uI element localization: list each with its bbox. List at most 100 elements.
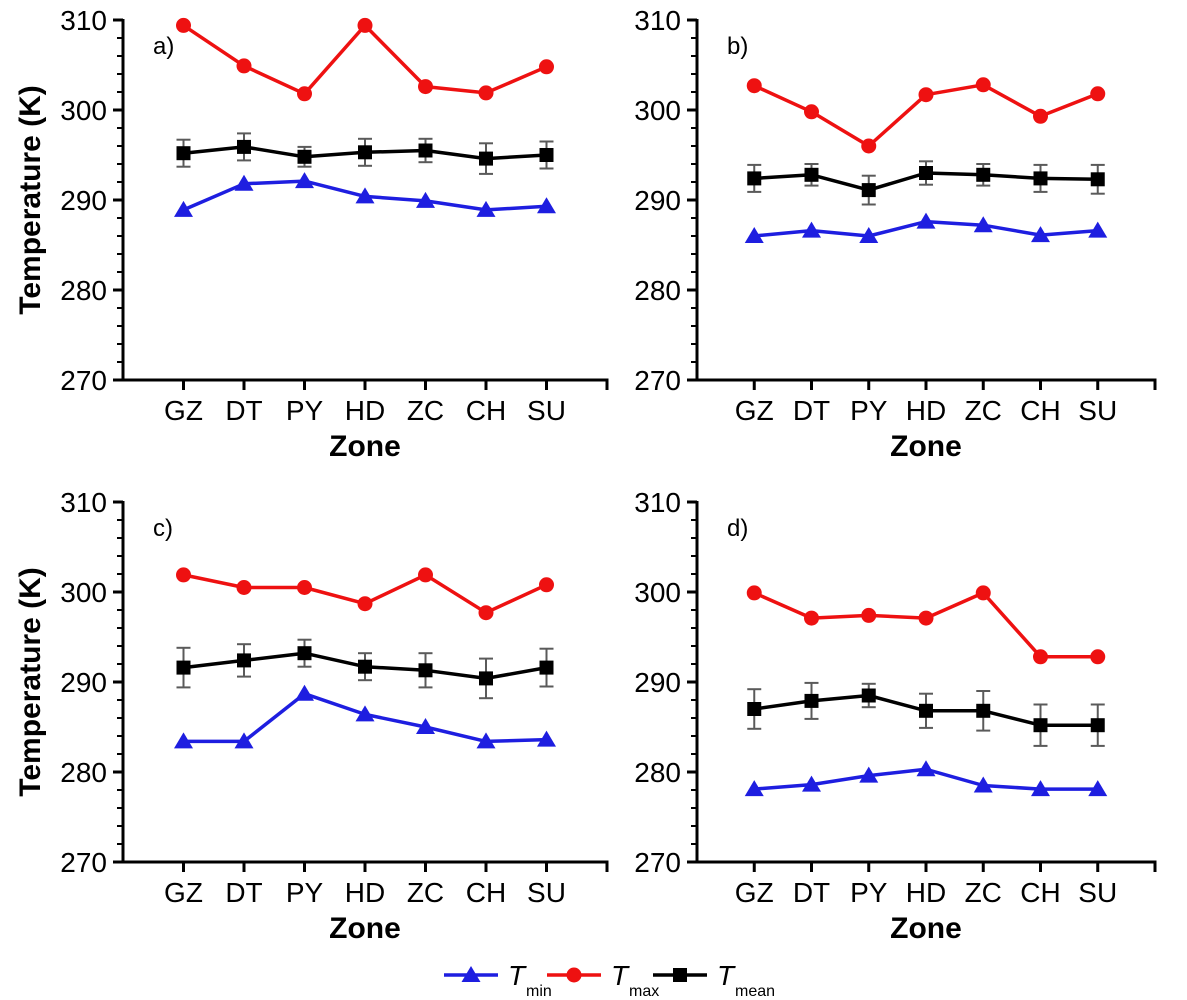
tmax-marker-PY xyxy=(297,580,312,595)
tmin-marker-PY xyxy=(859,227,879,243)
tmax-marker-HD xyxy=(918,87,934,103)
y-tick-label: 300 xyxy=(60,577,107,608)
x-tick-label: PY xyxy=(286,395,324,426)
tmean-marker-PY xyxy=(861,183,876,198)
tmax-marker-ZC xyxy=(418,567,433,583)
panel-c: 270 280 290 300 310 GZ DT PY HD ZC CH SU Zone Tempera… xyxy=(14,487,609,945)
tmin-marker-HD xyxy=(916,760,936,777)
x-axis-title: Zone xyxy=(329,430,401,463)
tmean-marker-PY xyxy=(297,646,312,661)
tmean-marker-SU xyxy=(1090,718,1105,733)
x-axis-title: Zone xyxy=(890,430,962,463)
tmean-marker-ZC xyxy=(418,143,433,158)
tmean-marker-CH xyxy=(1033,171,1048,186)
x-tick-label: HD xyxy=(345,395,385,426)
tmean-marker-SU xyxy=(539,660,554,675)
tmean-marker-CH xyxy=(479,671,493,686)
legend-tmax-marker xyxy=(566,967,582,983)
tmax-marker-PY xyxy=(297,86,312,102)
panel-b: 270 280 290 300 310 GZ DT PY HD ZC CH SU Zone b) xyxy=(634,5,1157,463)
y-tick-label: 290 xyxy=(634,667,681,698)
tmax-marker-SU xyxy=(1090,649,1106,665)
tmean-marker-DT xyxy=(237,139,251,154)
x-tick-label: SU xyxy=(527,877,566,908)
tmax-marker-ZC xyxy=(975,77,991,93)
y-tick-label: 270 xyxy=(634,365,681,396)
tmean-marker-GZ xyxy=(176,660,191,675)
y-tick-label: 300 xyxy=(634,95,681,126)
tmax-marker-ZC xyxy=(418,79,433,95)
panel-d: 270 280 290 300 310 GZ DT PY HD ZC CH SU Zone d) xyxy=(634,487,1157,945)
x-tick-label: PY xyxy=(850,877,888,908)
y-tick-label: 280 xyxy=(634,275,681,306)
tmean-marker-ZC xyxy=(976,167,991,182)
x-tick-label: DT xyxy=(793,395,830,426)
tmax-marker-CH xyxy=(478,605,494,621)
tmean-marker-ZC xyxy=(976,703,991,718)
tmin-marker-GZ xyxy=(174,200,193,217)
tmax-marker-PY xyxy=(861,607,877,623)
legend-label: T xyxy=(717,960,736,991)
legend-label-subscript: min xyxy=(526,983,552,1000)
tmean-marker-PY xyxy=(861,688,876,703)
tmax-marker-CH xyxy=(478,85,494,101)
tmin-marker-HD xyxy=(355,187,375,204)
x-tick-label: SU xyxy=(1078,877,1117,908)
tmax-marker-SU xyxy=(539,577,554,593)
y-tick-label: 270 xyxy=(60,847,107,878)
tmin-marker-PY xyxy=(295,172,314,189)
y-tick-label: 290 xyxy=(634,185,681,216)
tmax-marker-DT xyxy=(804,610,819,626)
y-axis-title: Temperature (K) xyxy=(14,85,47,314)
x-tick-label: CH xyxy=(1020,395,1060,426)
x-tick-label: SU xyxy=(1078,395,1117,426)
tmax-marker-PY xyxy=(861,138,877,154)
x-tick-label: ZC xyxy=(965,877,1002,908)
tmin-marker-PY xyxy=(859,766,879,783)
tmin-marker-ZC xyxy=(416,718,435,734)
tmax-marker-GZ xyxy=(746,78,762,94)
tmin-marker-ZC xyxy=(973,776,993,793)
tmin-marker-ZC xyxy=(416,191,435,208)
legend-tmin-marker xyxy=(461,966,481,982)
y-tick-label: 300 xyxy=(60,95,107,126)
tmin-marker-SU xyxy=(1088,221,1108,238)
panel-letter: b) xyxy=(727,33,748,60)
x-tick-label: GZ xyxy=(735,395,774,426)
x-tick-label: HD xyxy=(906,877,946,908)
tmin-marker-DT xyxy=(802,221,821,238)
tmean-marker-HD xyxy=(919,166,933,180)
tmin-marker-HD xyxy=(355,705,375,722)
x-tick-label: PY xyxy=(286,877,324,908)
x-tick-label: DT xyxy=(793,877,830,908)
tmax-marker-CH xyxy=(1033,649,1048,665)
y-tick-label: 280 xyxy=(60,757,107,788)
y-tick-label: 300 xyxy=(634,577,681,608)
tmax-marker-GZ xyxy=(176,567,191,583)
x-tick-label: GZ xyxy=(164,395,203,426)
tmax-marker-HD xyxy=(357,17,373,33)
tmin-marker-CH xyxy=(1031,226,1050,243)
tmin-marker-SU xyxy=(1088,780,1108,797)
y-tick-label: 310 xyxy=(634,487,681,518)
tmax-marker-CH xyxy=(1033,108,1048,124)
x-tick-label: ZC xyxy=(407,395,444,426)
x-tick-label: PY xyxy=(850,395,888,426)
tmin-marker-HD xyxy=(916,212,936,229)
tmin-marker-GZ xyxy=(744,780,764,797)
y-tick-label: 290 xyxy=(60,667,107,698)
y-tick-label: 310 xyxy=(60,5,107,36)
x-tick-label: DT xyxy=(225,395,262,426)
x-tick-label: HD xyxy=(345,877,385,908)
panel-letter: a) xyxy=(153,33,174,60)
tmax-marker-GZ xyxy=(176,17,191,33)
tmin-marker-ZC xyxy=(973,216,993,233)
legend-label-subscript: mean xyxy=(735,983,775,1000)
y-tick-label: 310 xyxy=(634,5,681,36)
y-tick-label: 280 xyxy=(60,275,107,306)
y-axis-title: Temperature (K) xyxy=(14,567,47,796)
